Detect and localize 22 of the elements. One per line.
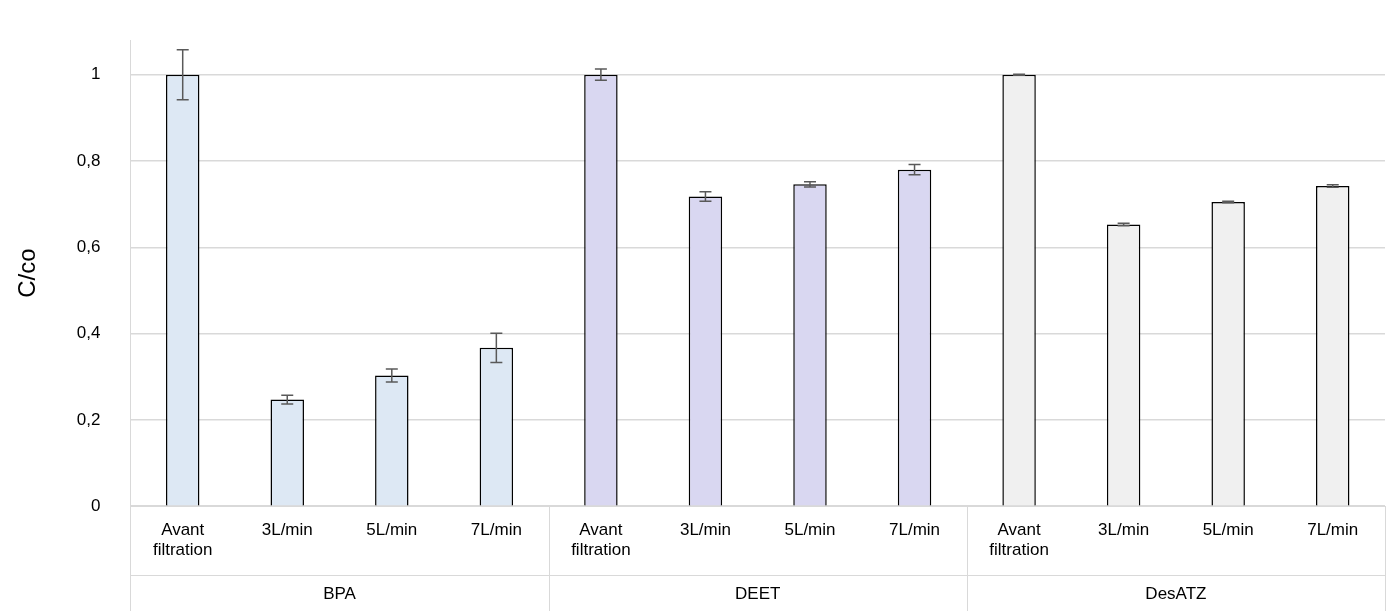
x-tick-label: 3L/min [679, 520, 731, 540]
y-tick-label: 0,2 [76, 409, 101, 429]
x-tick-label: 7L/min [470, 520, 522, 540]
x-tick-label: 3L/min [261, 520, 313, 540]
x-tick-label: 5L/min [784, 520, 836, 540]
x-tick-label: 5L/min [366, 520, 418, 540]
y-axis-title: C/co [13, 248, 41, 298]
text: BPA [323, 583, 357, 603]
x-tick-label: Avant filtration [989, 520, 1049, 560]
y-tick-label: 1 [90, 64, 101, 84]
y-tick-label: 0,6 [76, 237, 101, 256]
y-tick-label: 0,8 [76, 150, 101, 170]
y-tick-label: 0 [90, 495, 101, 515]
text: DesATZ [1145, 583, 1207, 603]
y-tick-label: 0,4 [76, 323, 101, 343]
x-tick-label: 7L/min [1307, 520, 1359, 540]
x-tick-label: 5L/min [1202, 520, 1254, 540]
x-tick-label: 7L/min [889, 520, 941, 540]
x-tick-label: 3L/min [1098, 520, 1150, 540]
x-tick-label: Avant filtration [571, 520, 631, 560]
x-tick-label: Avant filtration [152, 520, 213, 560]
text: DEET [735, 583, 781, 603]
